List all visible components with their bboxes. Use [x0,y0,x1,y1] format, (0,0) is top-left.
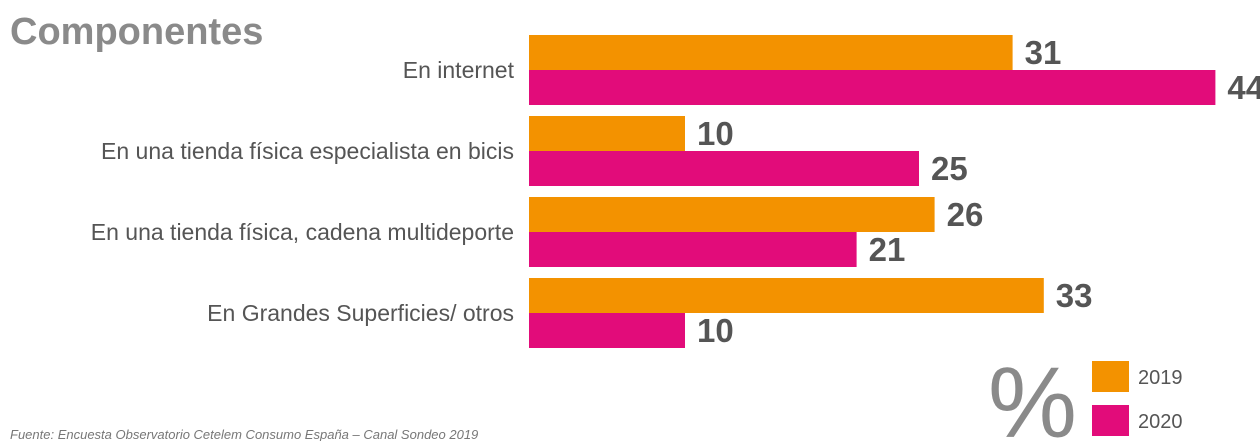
chart-title: Componentes [10,11,263,53]
percent-symbol: % [988,347,1077,441]
source-note: Fuente: Encuesta Observatorio Cetelem Co… [10,427,478,441]
bar-2020 [529,151,919,186]
value-label: 31 [1025,34,1062,71]
bar-2020 [529,313,685,348]
legend: 2019 2020 [1092,361,1183,436]
category-label: En una tienda física, cadena multideport… [91,219,514,245]
category-label: En internet [403,57,515,83]
category-labels: En internet En una tienda física especial… [91,57,515,326]
bar-2019 [529,35,1013,70]
value-label: 26 [947,196,984,233]
value-label: 10 [697,115,734,152]
value-label: 10 [697,312,734,349]
legend-swatch-2019 [1092,361,1129,392]
bar-2020 [529,232,857,267]
value-label: 25 [931,150,968,187]
legend-swatch-2020 [1092,405,1129,436]
bar-2019 [529,116,685,151]
legend-label: 2020 [1138,411,1183,433]
bars [529,35,1216,348]
value-labels: 31 44 10 25 26 21 33 10 [697,34,1260,349]
category-label: En Grandes Superficies/ otros [207,300,514,326]
bar-2020 [529,70,1216,105]
value-label: 44 [1227,69,1260,106]
bar-2019 [529,197,935,232]
value-label: 33 [1056,277,1093,314]
bar-2019 [529,278,1044,313]
value-label: 21 [869,231,906,268]
legend-label: 2019 [1138,367,1183,389]
category-label: En una tienda física especialista en bic… [101,138,514,164]
